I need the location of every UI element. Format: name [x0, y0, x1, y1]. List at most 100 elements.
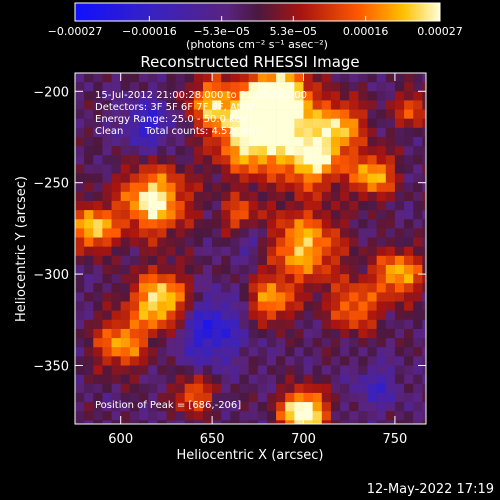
heatmap-cell: [230, 301, 240, 311]
heatmap-cell: [75, 411, 85, 421]
heatmap-cell: [75, 182, 85, 193]
heatmap-cell: [285, 200, 295, 211]
heatmap-cell: [276, 283, 286, 293]
heatmap-cell: [330, 173, 341, 183]
heatmap-cell: [257, 127, 268, 138]
heatmap-cell: [413, 310, 423, 321]
heatmap-cell: [294, 73, 304, 83]
heatmap-cell: [349, 319, 359, 330]
heatmap-cell: [84, 246, 94, 257]
heatmap-cell: [257, 200, 268, 211]
heatmap-cell: [175, 164, 185, 174]
heatmap-cell: [93, 292, 103, 302]
heatmap-cell: [138, 347, 149, 357]
heatmap-cell: [175, 392, 185, 403]
heatmap-cell: [413, 338, 423, 348]
heatmap-cell: [184, 411, 195, 421]
heatmap-cell: [212, 347, 222, 357]
heatmap-cell: [221, 411, 231, 421]
heatmap-cell: [193, 310, 204, 321]
heatmap-cell: [276, 411, 286, 421]
heatmap-cell: [367, 328, 377, 339]
heatmap-cell: [202, 310, 213, 321]
heatmap-cell: [285, 237, 295, 247]
heatmap-cell: [111, 255, 121, 266]
heatmap-cell: [120, 338, 131, 348]
heatmap-cell: [221, 155, 231, 165]
heatmap-cell: [330, 411, 341, 421]
heatmap-cell: [102, 109, 112, 119]
heatmap-cell: [422, 164, 426, 174]
heatmap-cell: [212, 73, 222, 83]
heatmap-cell: [148, 411, 158, 421]
heatmap-cell: [202, 127, 213, 138]
heatmap-cell: [385, 365, 396, 375]
heatmap-cell: [230, 200, 240, 211]
heatmap-cell: [111, 402, 121, 412]
heatmap-cell: [111, 164, 121, 174]
y-tick-label: −200: [33, 85, 69, 100]
heatmap-cell: [330, 255, 341, 266]
heatmap-cell: [340, 237, 350, 247]
heatmap-cell: [285, 411, 295, 421]
heatmap-cell: [330, 164, 341, 174]
heatmap-cell: [312, 73, 323, 83]
heatmap-cell: [266, 328, 277, 339]
heatmap-cell: [84, 173, 94, 183]
heatmap-cell: [193, 200, 204, 211]
heatmap-cell: [166, 237, 176, 247]
heatmap-cell: [321, 420, 332, 424]
heatmap-cell: [330, 109, 341, 119]
heatmap-cell: [404, 255, 414, 266]
heatmap-cell: [276, 264, 286, 275]
heatmap-cell: [349, 127, 359, 138]
heatmap-cell: [175, 127, 185, 138]
heatmap-cell: [148, 164, 158, 174]
heatmap-cell: [294, 356, 304, 366]
heatmap-cell: [376, 173, 387, 183]
heatmap-cell: [276, 420, 286, 424]
heatmap-cell: [157, 392, 167, 403]
heatmap-cell: [129, 347, 140, 357]
heatmap-cell: [413, 274, 423, 284]
heatmap-cell: [294, 237, 304, 247]
heatmap-cell: [239, 182, 249, 193]
heatmap-cell: [148, 210, 158, 220]
heatmap-cell: [93, 109, 103, 119]
heatmap-cell: [184, 392, 195, 403]
heatmap-cell: [166, 274, 176, 284]
heatmap-cell: [285, 100, 295, 110]
heatmap-cell: [111, 173, 121, 183]
heatmap-cell: [84, 402, 94, 412]
heatmap-cell: [285, 420, 295, 424]
heatmap-cell: [175, 274, 185, 284]
heatmap-cell: [285, 219, 295, 229]
heatmap-cell: [257, 136, 268, 147]
heatmap-cell: [129, 100, 140, 110]
heatmap-cell: [321, 310, 332, 321]
heatmap-cell: [321, 237, 332, 247]
heatmap-cell: [230, 383, 240, 394]
colorbar: −0.00027 −0.00016 −5.3e−05 5.3e−05 0.00016 0.…: [48, 2, 463, 51]
heatmap-cell: [376, 146, 387, 156]
heatmap-cell: [84, 237, 94, 247]
heatmap-cell: [248, 347, 259, 357]
heatmap-cell: [413, 191, 423, 202]
heatmap-cell: [312, 219, 323, 229]
heatmap-cell: [138, 173, 149, 183]
heatmap-cell: [330, 73, 341, 83]
heatmap-cell: [276, 246, 286, 257]
heatmap-cell: [111, 246, 121, 257]
heatmap-cell: [385, 383, 396, 394]
heatmap-cell: [276, 191, 286, 202]
heatmap-cell: [248, 310, 259, 321]
heatmap-cell: [84, 127, 94, 138]
heatmap-cell: [157, 374, 167, 385]
heatmap-cell: [294, 109, 304, 119]
heatmap-cell: [385, 109, 396, 119]
heatmap-cell: [202, 274, 213, 284]
heatmap-cell: [184, 328, 195, 339]
heatmap-cell: [358, 274, 368, 284]
heatmap-cell: [266, 301, 277, 311]
heatmap-cell: [102, 228, 112, 238]
